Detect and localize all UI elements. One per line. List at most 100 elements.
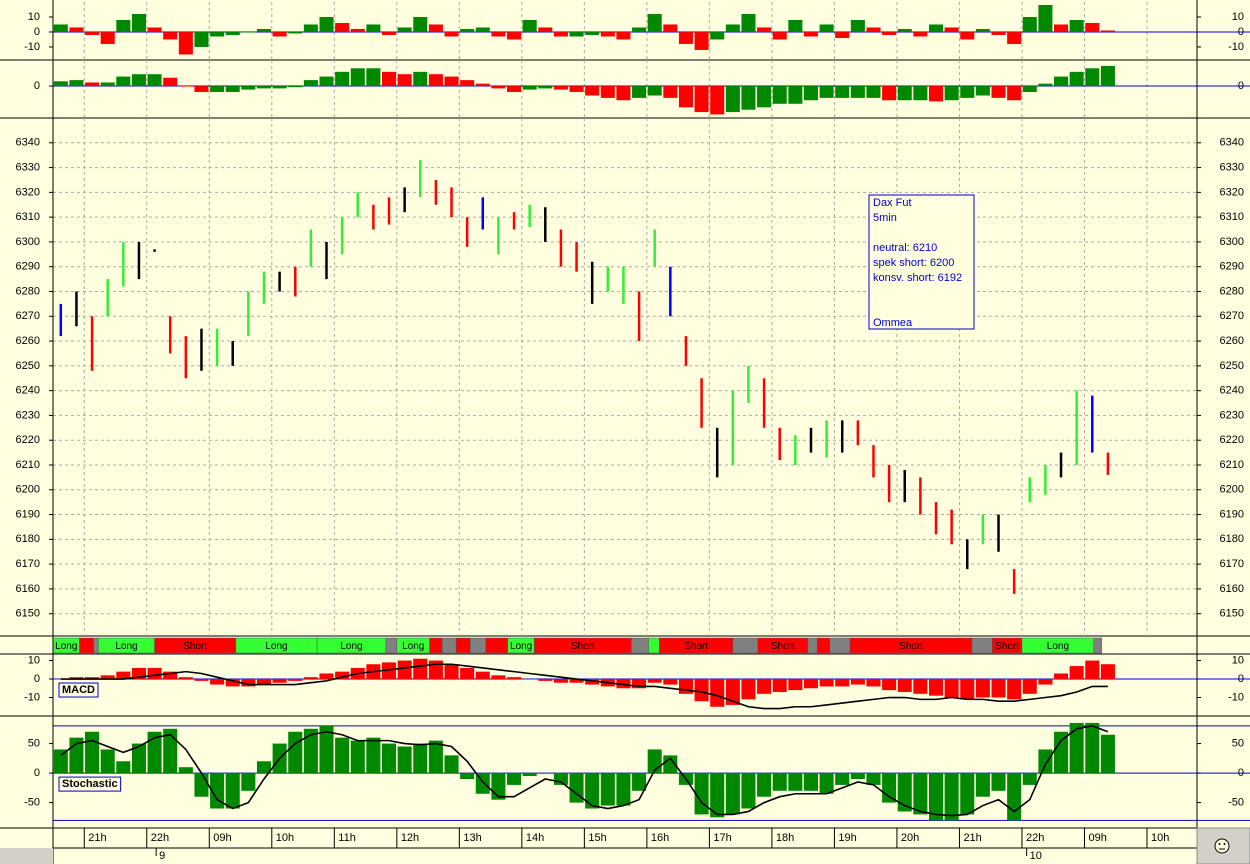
histogram-bar [444, 664, 459, 680]
histogram-bar [428, 740, 443, 774]
histogram-bar [616, 31, 631, 40]
histogram-bar [632, 679, 647, 689]
y-tick-label: 6160 [16, 583, 40, 595]
histogram-bar [319, 16, 334, 32]
histogram-bar [882, 86, 897, 101]
signal-segment [455, 637, 471, 654]
histogram-bar [585, 86, 600, 96]
y-tick-label: 6290 [16, 261, 40, 273]
histogram-bar [1085, 68, 1100, 87]
histogram-bar [1085, 22, 1100, 32]
y-tick-label: 6240 [16, 385, 40, 397]
histogram-bar [225, 86, 240, 92]
histogram-bar [1054, 24, 1069, 32]
signal-label: Long [265, 641, 287, 652]
histogram-bar [647, 13, 662, 32]
signal-segment [470, 637, 487, 654]
y-tick-label: 6330 [16, 161, 40, 173]
histogram-bar [647, 679, 662, 683]
y-tick-label: 6260 [16, 335, 40, 347]
histogram-bar [788, 86, 803, 104]
histogram-bar [319, 76, 334, 87]
signal-label: Short [899, 641, 923, 652]
histogram-bar [553, 31, 568, 37]
histogram-bar [897, 86, 912, 101]
histogram-bar [163, 31, 178, 40]
histogram-bar [210, 679, 225, 685]
histogram-bar [522, 86, 537, 90]
x-tick-label: 22h [151, 832, 169, 844]
histogram-bar [819, 24, 834, 32]
histogram-bar [975, 28, 990, 32]
histogram-bar [53, 749, 68, 774]
histogram-bar [663, 755, 678, 774]
histogram-bar [507, 31, 522, 40]
histogram-bar [100, 31, 115, 44]
histogram-bar [210, 773, 225, 809]
histogram-bar [975, 773, 990, 797]
histogram-bar [944, 773, 959, 821]
histogram-bar [100, 749, 115, 774]
signal-segment [631, 637, 649, 654]
y-tick-label: 6250 [16, 360, 40, 372]
y-tick-label-right: 10 [1232, 11, 1244, 23]
histogram-bar [147, 731, 162, 774]
histogram-bar [866, 86, 881, 98]
histogram-bar [835, 86, 850, 98]
histogram-bar [803, 86, 818, 101]
histogram-bar [194, 86, 209, 92]
histogram-bar [475, 671, 490, 680]
histogram-bar [772, 679, 787, 692]
histogram-bar [803, 31, 818, 37]
histogram-bar [131, 667, 146, 680]
indicator-line [60, 725, 1109, 817]
histogram-bar [397, 27, 412, 32]
histogram-bar [866, 679, 881, 687]
histogram-bar [147, 667, 162, 680]
x-tick-label: 17h [713, 832, 731, 844]
histogram-bar [444, 755, 459, 774]
signal-segment [648, 637, 660, 654]
histogram-bar [1054, 673, 1069, 680]
histogram-bar [850, 86, 865, 98]
histogram-bar [475, 83, 490, 87]
status-icon[interactable] [1214, 838, 1230, 854]
histogram-bar [85, 731, 100, 774]
histogram-bar [85, 677, 100, 680]
histogram-bar [131, 743, 146, 774]
histogram-bar [460, 773, 475, 779]
histogram-bar [288, 679, 303, 681]
signal-label: Long [510, 641, 532, 652]
histogram-bar [850, 679, 865, 685]
histogram-bar [960, 773, 975, 815]
histogram-bar [288, 731, 303, 774]
histogram-bar [1100, 734, 1115, 774]
histogram-bar [69, 677, 84, 680]
histogram-bar [1038, 679, 1053, 685]
histogram-bar [381, 662, 397, 680]
signal-segment [93, 637, 99, 654]
histogram-bar [460, 80, 475, 87]
histogram-bar [225, 679, 240, 687]
histogram-bar [866, 773, 881, 785]
y-tick-label-right: 6180 [1220, 533, 1244, 545]
histogram-bar [288, 86, 303, 88]
histogram-bar [928, 773, 944, 821]
histogram-bar [553, 679, 568, 683]
histogram-bar [116, 761, 131, 774]
signal-label: Long [115, 641, 137, 652]
histogram-bar [772, 773, 787, 791]
y-tick-label-right: 6340 [1220, 137, 1244, 149]
histogram-bar [725, 86, 740, 113]
histogram-bar [163, 728, 178, 774]
date-label: 9 [159, 850, 165, 862]
histogram-bar [147, 27, 162, 32]
histogram-bar [944, 679, 959, 698]
histogram-bar [553, 86, 568, 90]
y-tick-label: 6220 [16, 434, 40, 446]
histogram-bar [1022, 773, 1037, 785]
histogram-bar [428, 660, 443, 680]
annotation-box: Dax Fut 5min neutral: 6210 spek short: 6… [868, 194, 975, 330]
histogram-bar [569, 31, 584, 37]
y-tick-label-right: 6290 [1220, 261, 1244, 273]
